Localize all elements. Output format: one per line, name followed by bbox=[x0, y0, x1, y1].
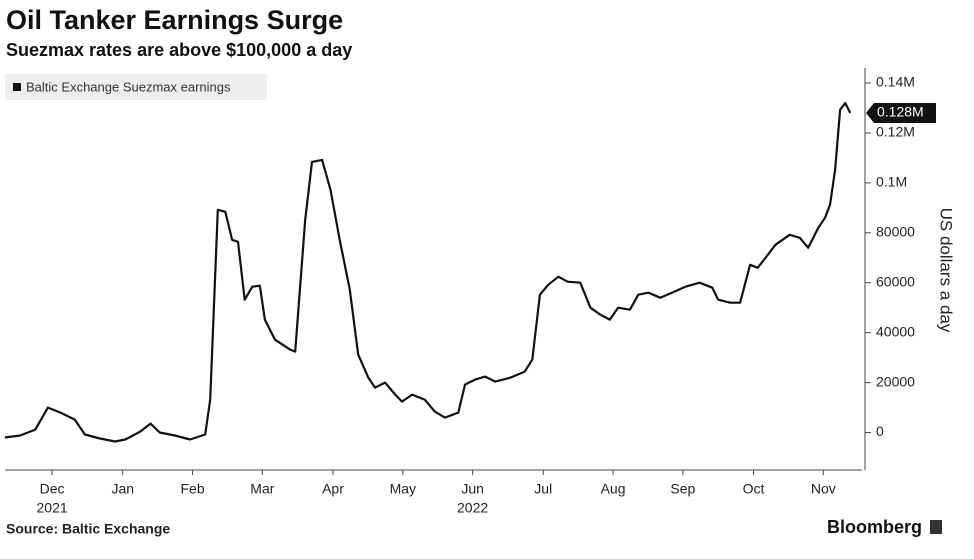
x-tick-label: Oct bbox=[743, 481, 765, 497]
x-tick-label: Sep bbox=[670, 481, 695, 497]
brand-icon bbox=[930, 520, 942, 534]
y-tick-label: 80000 bbox=[876, 223, 915, 239]
x-tick-label: Jun bbox=[461, 481, 484, 497]
x-tick-label: Aug bbox=[601, 481, 626, 497]
y-axis-label: US dollars a day bbox=[937, 208, 956, 333]
y-tick-label: 20000 bbox=[876, 373, 915, 389]
x-year-label: 2021 bbox=[37, 500, 68, 516]
y-tick-label: 0.1M bbox=[876, 174, 907, 190]
y-tick-label: 0.14M bbox=[876, 74, 915, 90]
value-label-box bbox=[866, 102, 936, 123]
y-tick-label: 60000 bbox=[876, 273, 915, 289]
chart-subtitle: Suezmax rates are above $100,000 a day bbox=[6, 40, 352, 60]
x-tick-label: Feb bbox=[180, 481, 204, 497]
y-tick-label: 0 bbox=[876, 423, 884, 439]
source: Source: Baltic Exchange bbox=[6, 521, 170, 537]
x-tick-label: Mar bbox=[250, 481, 274, 497]
x-tick-label: Jan bbox=[111, 481, 134, 497]
x-tick-label: Jul bbox=[534, 481, 552, 497]
legend-swatch bbox=[13, 83, 21, 91]
x-tick-label: Dec bbox=[40, 481, 65, 497]
x-tick-label: Nov bbox=[811, 481, 836, 497]
x-tick-label: May bbox=[390, 481, 416, 497]
line bbox=[4, 101, 852, 443]
legend-box bbox=[5, 74, 267, 100]
brand: Bloomberg bbox=[827, 517, 922, 537]
y-tick-label: 40000 bbox=[876, 323, 915, 339]
x-year-label: 2022 bbox=[457, 500, 488, 516]
legend-label: Baltic Exchange Suezmax earnings bbox=[26, 79, 231, 94]
y-tick-label: 0.12M bbox=[876, 124, 915, 140]
x-tick-label: Apr bbox=[322, 481, 344, 497]
value-label: 0.128M bbox=[877, 104, 924, 120]
chart-title: Oil Tanker Earnings Surge bbox=[6, 5, 343, 35]
